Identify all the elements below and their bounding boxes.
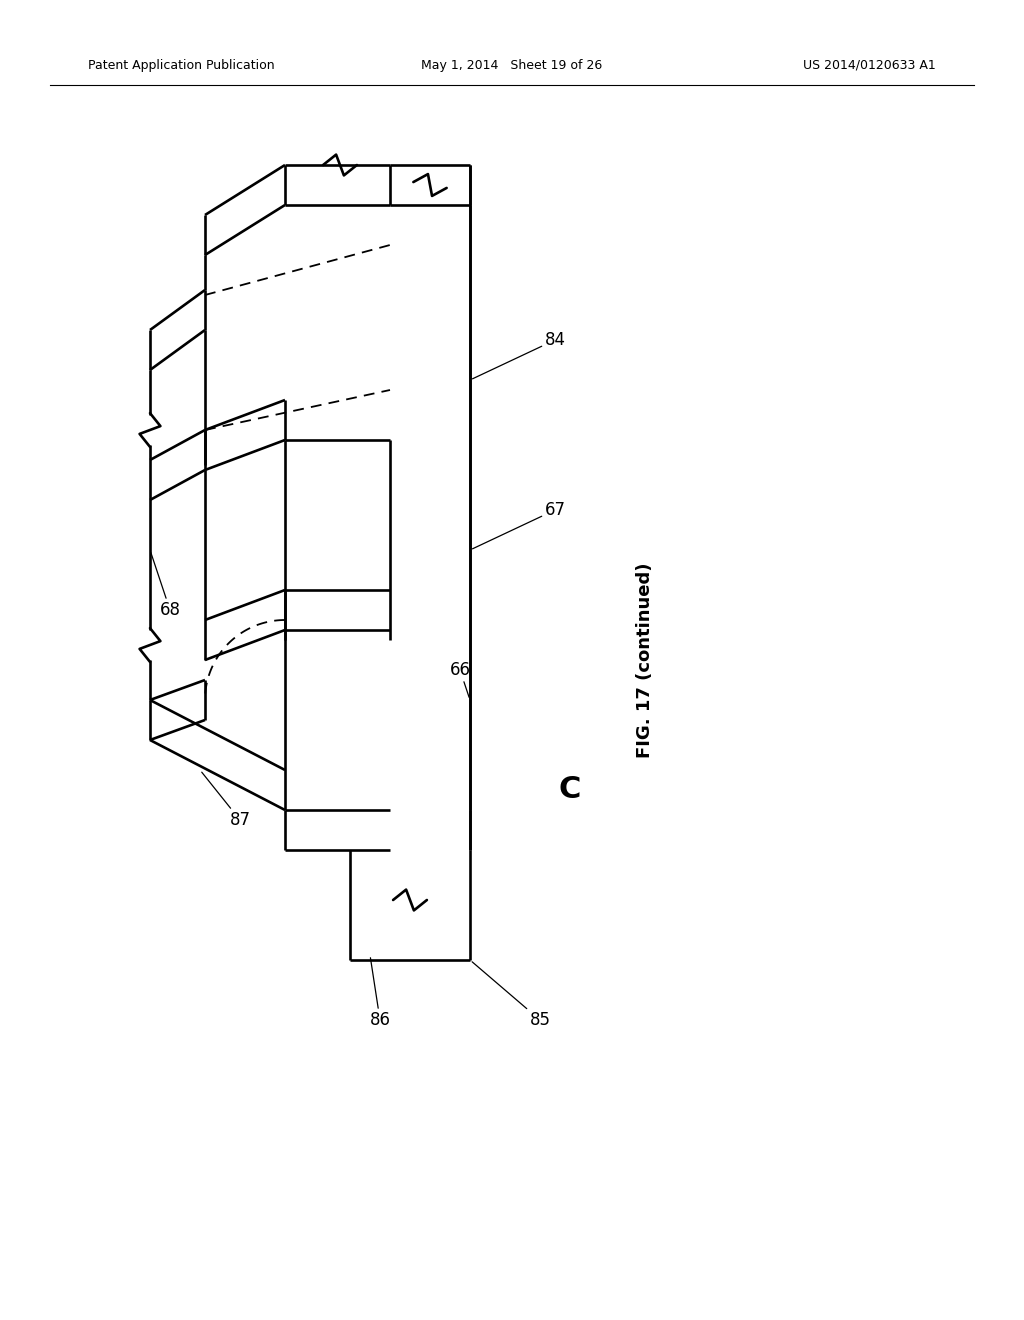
Text: Patent Application Publication: Patent Application Publication (88, 58, 274, 71)
Text: May 1, 2014   Sheet 19 of 26: May 1, 2014 Sheet 19 of 26 (421, 58, 603, 71)
Text: 67: 67 (472, 502, 565, 549)
Text: 86: 86 (370, 958, 390, 1030)
Text: 87: 87 (202, 772, 251, 829)
Text: 66: 66 (450, 661, 470, 697)
Text: 85: 85 (472, 962, 551, 1030)
Text: 68: 68 (151, 553, 180, 619)
Text: 84: 84 (472, 331, 565, 379)
Text: C: C (559, 776, 582, 804)
Text: US 2014/0120633 A1: US 2014/0120633 A1 (803, 58, 936, 71)
Text: FIG. 17 (continued): FIG. 17 (continued) (636, 562, 654, 758)
